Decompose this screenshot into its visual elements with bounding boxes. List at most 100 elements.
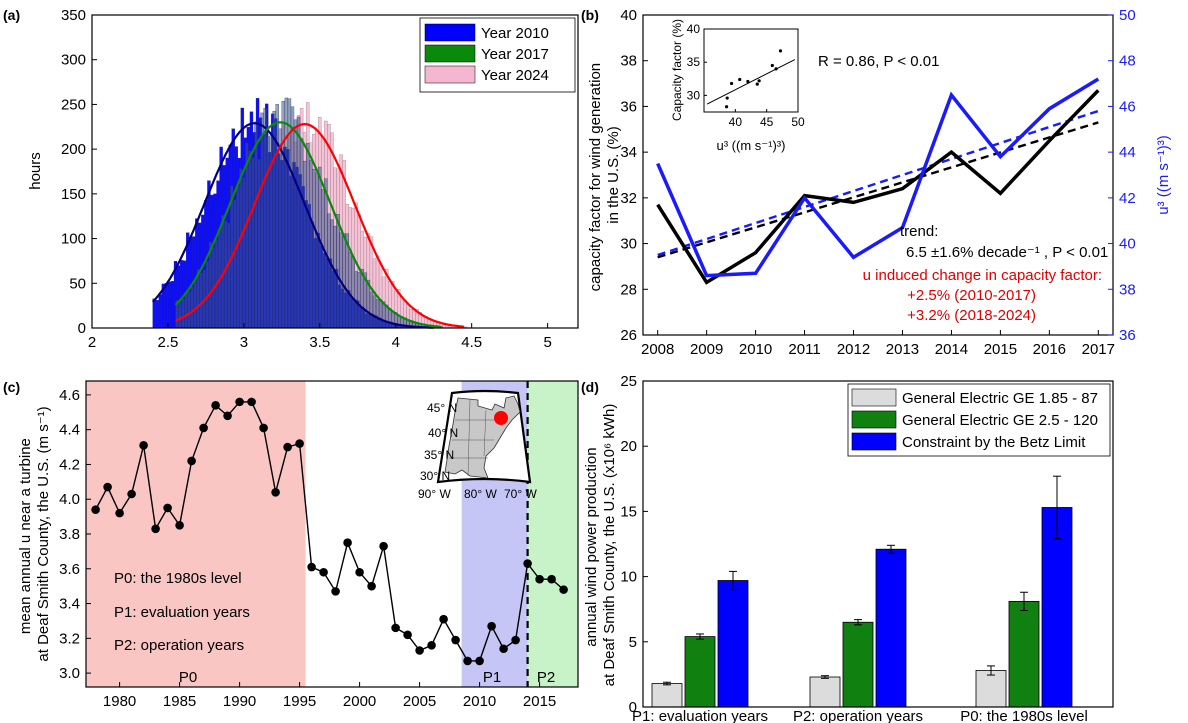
hist-bar-year-2010: [158, 294, 163, 329]
x-tick-label: 4.5: [461, 334, 482, 351]
y-tick-label: 34: [620, 144, 637, 161]
y-tick-label: 15: [620, 503, 637, 520]
hist-bar-year-2017: [327, 213, 331, 329]
panel-c-series: [91, 397, 568, 666]
inset-ylabel: Capacity factor (%): [670, 19, 684, 121]
panel-a-fit-curves: [151, 121, 465, 329]
fit-curve-year-2010: [151, 122, 434, 329]
map-lat-40: 40° N: [428, 426, 458, 440]
wind-speed-point: [295, 439, 304, 448]
legend-swatch-2010: [424, 23, 476, 42]
hist-bar-year-2017: [333, 225, 337, 329]
wind-speed-point: [391, 623, 400, 633]
x-tick-label: 3.5: [309, 334, 330, 351]
y-tick-label: 4.6: [59, 387, 80, 404]
hist-bar-year-2017: [378, 299, 383, 329]
wind-speed-point: [307, 562, 316, 572]
panel-d-axes: P1: evaluation years P2: operation years P…: [620, 373, 1087, 723]
wind-speed-point: [487, 621, 496, 631]
hist-bar-year-2010: [152, 298, 156, 329]
x-tick-label: 1980: [103, 693, 136, 710]
panel-d-bars: [651, 475, 1073, 708]
y-tick-label: 10: [620, 569, 637, 586]
panel-b-u-change-title: u induced change in capacity factor:: [863, 267, 1102, 284]
map-lon-70: 70° W: [504, 487, 537, 501]
y-tick-label: 0: [78, 320, 86, 337]
x-tick-label: 2009: [690, 341, 723, 358]
hist-bar-year-2010: [170, 281, 175, 329]
x-tick-label: 2000: [343, 693, 376, 710]
wind-speed-line: [94, 401, 565, 662]
inset-x-tick-label: 40: [729, 115, 743, 129]
category-label: P1: evaluation years: [632, 708, 768, 723]
x-tick-label: 2012: [837, 341, 870, 358]
category-label: P0: the 1980s level: [960, 708, 1088, 723]
y-tick-label: 0: [629, 699, 637, 716]
panel-b-letter: (b): [581, 7, 599, 23]
wind-speed-point: [139, 441, 148, 450]
panel-c-axes: 1980 1985 1990 1995 2000 2005 2010 2015 3.0 3.2 3.…: [59, 387, 556, 710]
panel-b-inset: 40 45 50 30 35 40 Capacity factor (%) u³ ((m …: [670, 19, 805, 153]
wind-speed-point: [355, 567, 364, 577]
map-lon-90: 90° W: [418, 487, 451, 501]
x-tick-label: 2010: [463, 693, 496, 710]
x-tick-label: 4: [392, 334, 400, 351]
map-lat-45: 45° N: [427, 401, 457, 415]
bar-0: [651, 683, 683, 708]
hist-bar-year-2017: [315, 172, 319, 329]
fit-curve-year-2017: [174, 121, 442, 328]
hist-bar-year-2017: [305, 142, 310, 329]
legend-label-2010: Year 2010: [481, 25, 549, 42]
panel-d-ylabel-line2: at Deaf Smith County, the U.S. (x10⁶ kWh…: [601, 404, 618, 687]
x-tick-label: 1985: [163, 693, 196, 710]
panel-b-frame: [642, 14, 1114, 336]
panel-d-legend: General Electric GE 1.85 - 87 General El…: [847, 383, 1111, 457]
inset-point: [778, 49, 783, 53]
hist-bar-year-2017: [284, 97, 289, 329]
x-tick-label: 2014: [935, 341, 968, 358]
inset-point: [755, 82, 759, 86]
fit-curve-year-2024: [175, 122, 465, 328]
panel-b-r-text: R = 0.86, P < 0.01: [818, 53, 939, 70]
bar-1: [684, 636, 716, 708]
x-tick-label: 3: [240, 334, 248, 351]
y-tick-label: 5: [629, 634, 637, 651]
wind-speed-point: [127, 489, 136, 499]
hist-bar-year-2017: [290, 106, 295, 329]
inset-point: [729, 81, 734, 86]
inset-y-tick-label: 40: [687, 22, 701, 36]
hist-bar-year-2017: [208, 241, 213, 329]
hist-bar-year-2017: [299, 138, 304, 329]
hist-bar-year-2017: [193, 279, 197, 329]
hist-bar-year-2017: [351, 256, 355, 329]
legend-swatch-ge25: [851, 410, 897, 429]
panel-b-trend-value: 6.5 ±1.6% decade⁻¹ , P < 0.01: [906, 244, 1108, 261]
hist-bar-year-2017: [318, 166, 322, 329]
hist-bar-year-2017: [227, 222, 231, 329]
panel-d-letter: (d): [581, 379, 599, 395]
hist-bar-year-2017: [293, 119, 298, 329]
inset-y-tick-label: 30: [687, 88, 701, 102]
wind-speed-point: [415, 646, 424, 655]
inset-point: [725, 96, 729, 100]
hist-bar-year-2017: [190, 286, 194, 329]
hist-bar-year-2017: [375, 299, 380, 329]
y-tick-label: 38: [620, 53, 637, 70]
period-band-p0: [86, 381, 306, 687]
inset-point: [770, 63, 774, 68]
y2-tick-label: 36: [1119, 327, 1136, 344]
x-tick-label: 2011: [788, 341, 820, 358]
wind-speed-point: [223, 411, 232, 421]
y2-tick-label: 40: [1119, 236, 1136, 253]
wind-speed-point: [271, 487, 280, 497]
hist-bar-year-2017: [266, 136, 270, 329]
y-tick-label: 200: [61, 141, 86, 158]
x-tick-label: 1990: [223, 693, 256, 710]
trend-line-left: [657, 121, 1099, 259]
bar-0: [975, 670, 1007, 708]
wind-speed-point: [199, 423, 208, 433]
bar-2: [717, 580, 749, 708]
hist-bar-year-2017: [263, 108, 267, 329]
hist-bar-year-2017: [233, 199, 237, 329]
